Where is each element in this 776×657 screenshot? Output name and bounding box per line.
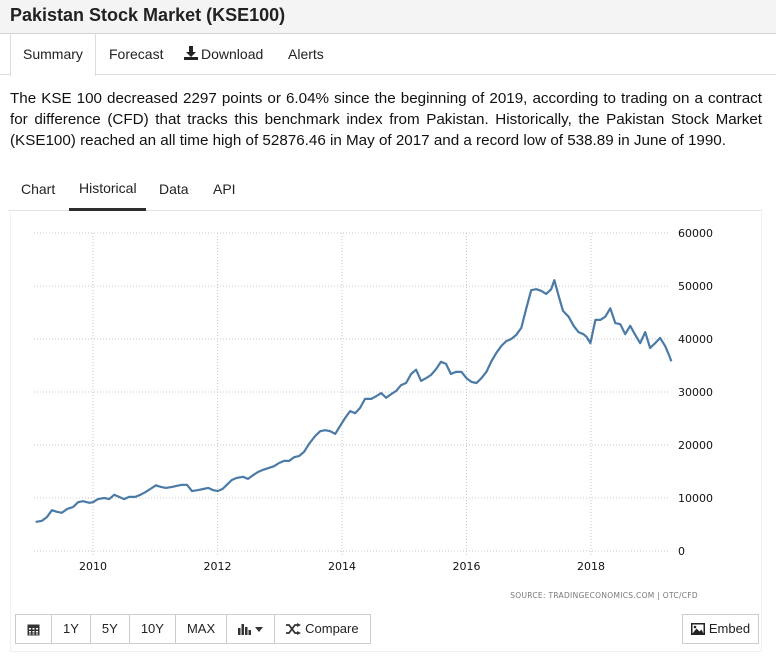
x-tick-label: 2014 [328, 560, 356, 573]
series-layer [35, 279, 673, 523]
y-tick-label: 40000 [678, 333, 713, 346]
subtab-data[interactable]: Data [149, 170, 199, 211]
y-tick-label: 20000 [678, 439, 713, 452]
x-tick-label: 2018 [577, 560, 605, 573]
image-icon [690, 623, 705, 635]
tab-download[interactable]: Download [172, 34, 275, 75]
main-tabs: Summary Forecast Download Alerts [0, 34, 776, 76]
tab-forecast[interactable]: Forecast [97, 34, 175, 75]
tab-alerts[interactable]: Alerts [276, 34, 336, 75]
y-tick-label: 60000 [678, 227, 713, 240]
chart-toolbar: 1Y 5Y 10Y MAX Compare [15, 614, 371, 644]
shuffle-icon [286, 623, 302, 635]
range-5y-label: 5Y [101, 621, 118, 636]
calendar-icon [27, 624, 40, 635]
subtab-api[interactable]: API [203, 170, 246, 211]
range-10y-label: 10Y [140, 621, 164, 636]
subtab-historical-label: Historical [79, 180, 137, 196]
x-tick-label: 2012 [204, 560, 232, 573]
range-max-label: MAX [186, 621, 216, 636]
range-1y-label: 1Y [63, 621, 79, 636]
range-1y-button[interactable]: 1Y [52, 615, 91, 643]
subtab-data-label: Data [159, 181, 189, 197]
compare-label: Compare [305, 621, 359, 636]
chart-sub-tabs: Chart Historical Data API [8, 170, 762, 211]
y-tick-label: 30000 [678, 386, 713, 399]
grid-layer [34, 232, 668, 555]
embed-label: Embed [708, 621, 751, 636]
compare-button[interactable]: Compare [275, 615, 369, 643]
y-tick-label: 50000 [678, 280, 713, 293]
download-icon [184, 46, 198, 60]
tab-forecast-label: Forecast [109, 46, 164, 62]
caret-down-icon [255, 626, 264, 632]
x-tick-label: 2016 [453, 560, 481, 573]
chart-type-button[interactable] [227, 615, 276, 643]
series-line-KSE100[interactable] [35, 279, 673, 523]
range-5y-button[interactable]: 5Y [91, 615, 130, 643]
tab-download-label: Download [201, 46, 264, 62]
tab-summary[interactable]: Summary [10, 34, 96, 76]
range-max-button[interactable]: MAX [176, 615, 228, 643]
tab-summary-label: Summary [23, 46, 83, 62]
axis-layer: 0 10000 20000 30000 40000 50000 60000 2010 2012 2… [79, 227, 713, 573]
chart-container: 0 10000 20000 30000 40000 50000 60000 2010 2012 2… [10, 212, 762, 652]
date-range-button[interactable] [16, 615, 52, 643]
tab-alerts-label: Alerts [288, 46, 324, 62]
embed-button[interactable]: Embed [682, 614, 759, 644]
y-tick-label: 10000 [678, 492, 713, 505]
subtab-historical[interactable]: Historical [69, 170, 146, 211]
source-credit: SOURCE: TRADINGECONOMICS.COM | OTC/CFD [510, 591, 698, 600]
summary-description: The KSE 100 decreased 2297 points or 6.0… [10, 90, 762, 149]
bar-chart-icon [238, 624, 252, 635]
subtab-chart[interactable]: Chart [11, 170, 65, 211]
line-chart[interactable]: 0 10000 20000 30000 40000 50000 60000 2010 2012 2… [11, 212, 763, 612]
title-bar: Pakistan Stock Market (KSE100) [0, 0, 776, 34]
x-tick-label: 2010 [79, 560, 107, 573]
subtab-chart-label: Chart [21, 181, 56, 197]
y-tick-label: 0 [678, 545, 685, 558]
range-10y-button[interactable]: 10Y [130, 615, 176, 643]
subtab-api-label: API [213, 181, 236, 197]
page-title: Pakistan Stock Market (KSE100) [10, 5, 286, 25]
